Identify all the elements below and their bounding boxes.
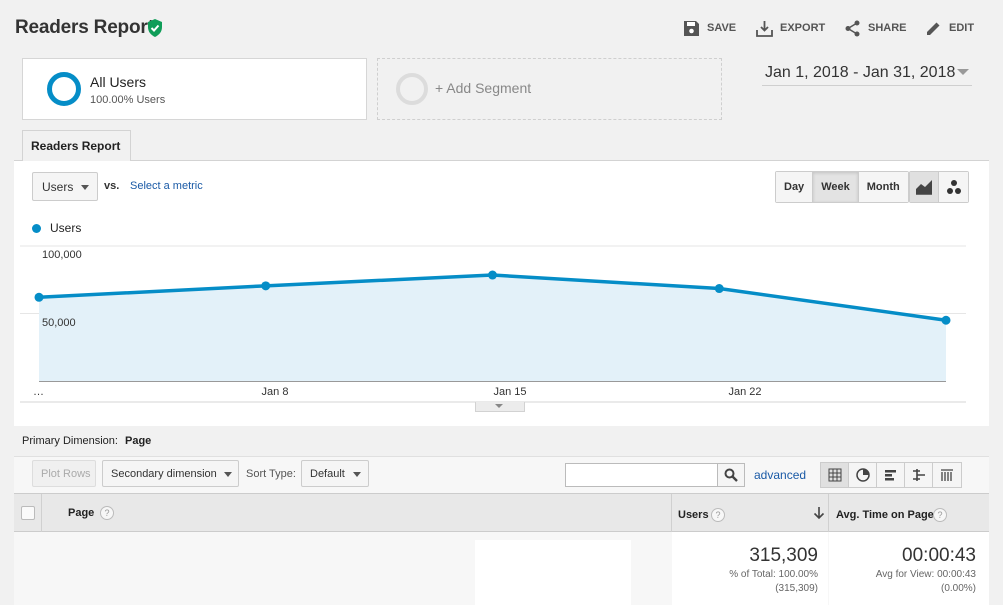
help-icon[interactable]: ? — [100, 506, 114, 520]
x-tick-label: Jan 8 — [261, 386, 289, 398]
table-header — [14, 493, 989, 532]
avg-time-total-value: 00:00:43 — [902, 545, 976, 566]
verified-shield-icon — [148, 19, 162, 37]
edit-button[interactable]: EDIT — [925, 18, 974, 38]
legend-label: Users — [50, 221, 82, 235]
sort-type-label: Sort Type: — [246, 468, 296, 480]
save-label: SAVE — [707, 22, 737, 34]
pivot-icon — [941, 469, 953, 481]
chart-type-toggle — [909, 171, 969, 203]
share-label: SHARE — [868, 22, 907, 34]
avg-time-total-cell: 00:00:43 Avg for View: 00:00:43 (0.00%) — [829, 532, 989, 605]
date-range-text: Jan 1, 2018 - Jan 31, 2018 — [765, 64, 956, 81]
metric-select-value: Users — [42, 180, 74, 194]
tab-readers-report[interactable]: Readers Report — [22, 130, 131, 161]
primary-dimension-page[interactable]: Page — [125, 435, 152, 447]
tab-divider — [14, 160, 989, 161]
users-total-count: (315,309) — [775, 583, 818, 594]
bar-chart-icon — [884, 470, 896, 481]
bubble-chart-icon — [946, 180, 961, 194]
chevron-down-icon — [81, 185, 89, 190]
secondary-dimension-select[interactable]: Secondary dimension — [102, 460, 239, 487]
page-title: Readers Report — [15, 17, 154, 38]
sort-descending-icon[interactable] — [813, 506, 825, 520]
users-total-percent: % of Total: 100.00% — [729, 569, 818, 580]
performance-view-button[interactable] — [877, 463, 905, 487]
date-range-picker[interactable]: Jan 1, 2018 - Jan 31, 2018 — [762, 62, 972, 86]
search-icon — [724, 468, 738, 482]
export-label: EXPORT — [780, 22, 826, 34]
legend-dot — [32, 224, 41, 233]
pie-chart-icon — [855, 468, 870, 482]
add-segment-button[interactable]: + Add Segment — [377, 58, 722, 120]
chevron-down-icon — [224, 472, 232, 477]
primary-dimension-label: Primary Dimension: — [22, 435, 118, 447]
grid-icon — [828, 468, 841, 482]
metric-select[interactable]: Users — [32, 172, 98, 201]
select-metric-link[interactable]: Select a metric — [130, 180, 203, 192]
pivot-view-button[interactable] — [933, 463, 961, 487]
select-all-checkbox[interactable] — [21, 506, 35, 520]
share-icon — [845, 20, 860, 36]
column-page[interactable]: Page — [68, 507, 95, 519]
chevron-down-icon — [957, 69, 969, 75]
avg-time-for-view: Avg for View: 00:00:43 — [875, 569, 976, 580]
pie-view-button[interactable] — [849, 463, 877, 487]
line-chart-button[interactable] — [910, 172, 939, 202]
add-segment-label: + Add Segment — [435, 80, 532, 96]
sort-type-select[interactable]: Default — [301, 460, 369, 487]
granularity-month[interactable]: Month — [858, 172, 908, 202]
edit-icon — [927, 22, 940, 35]
report-header: Readers Report SAVE EXPORT SHARE EDIT — [0, 0, 1003, 56]
share-button[interactable]: SHARE — [844, 18, 907, 38]
redacted-area — [475, 540, 631, 605]
data-table-view-button[interactable] — [821, 463, 849, 487]
x-tick-label: … — [33, 386, 44, 398]
y-tick-label: 100,000 — [42, 249, 82, 261]
segment-all-users[interactable]: All Users 100.00% Users — [22, 58, 367, 120]
granularity-day[interactable]: Day — [776, 172, 814, 202]
x-tick-label: Jan 15 — [493, 386, 527, 398]
collapse-chart-handle[interactable] — [475, 402, 525, 412]
chevron-down-icon — [353, 472, 361, 477]
save-icon — [684, 20, 699, 36]
plot-rows-button[interactable]: Plot Rows — [32, 460, 96, 487]
y-tick-label: 50,000 — [42, 316, 76, 329]
table-view-toggle — [820, 462, 962, 488]
empty-segment-ring-icon — [396, 73, 428, 105]
granularity-week[interactable]: Week — [813, 172, 859, 202]
column-users[interactable]: Users — [678, 509, 709, 521]
users-total-cell: 315,309 % of Total: 100.00% (315,309) — [672, 532, 828, 605]
search-button[interactable] — [717, 463, 745, 487]
help-icon[interactable]: ? — [933, 508, 947, 522]
comparison-view-button[interactable] — [905, 463, 933, 487]
advanced-filter-link[interactable]: advanced — [754, 468, 807, 482]
segment-ring-icon — [47, 72, 81, 106]
granularity-toggle: Day Week Month — [775, 171, 909, 203]
segment-percent: 100.00% Users — [90, 94, 166, 106]
export-button[interactable]: EXPORT — [756, 18, 825, 38]
save-button[interactable]: SAVE — [683, 18, 736, 38]
line-chart-icon — [916, 180, 932, 195]
help-icon[interactable]: ? — [711, 508, 725, 522]
avg-time-percent: (0.00%) — [940, 583, 976, 594]
motion-chart-button[interactable] — [939, 172, 968, 202]
edit-label: EDIT — [949, 22, 975, 34]
comparison-icon — [912, 469, 925, 481]
sort-type-value: Default — [310, 468, 345, 480]
vs-label: vs. — [104, 180, 120, 192]
export-icon — [756, 20, 773, 37]
x-tick-label: Jan 22 — [728, 386, 762, 398]
table-search-input[interactable] — [565, 463, 718, 487]
users-total-value: 315,309 — [749, 545, 818, 566]
secondary-dimension-label: Secondary dimension — [111, 468, 217, 480]
column-avg-time-on-page[interactable]: Avg. Time on Page — [836, 509, 934, 521]
segment-name: All Users — [90, 74, 147, 90]
chevron-down-icon — [495, 404, 503, 408]
